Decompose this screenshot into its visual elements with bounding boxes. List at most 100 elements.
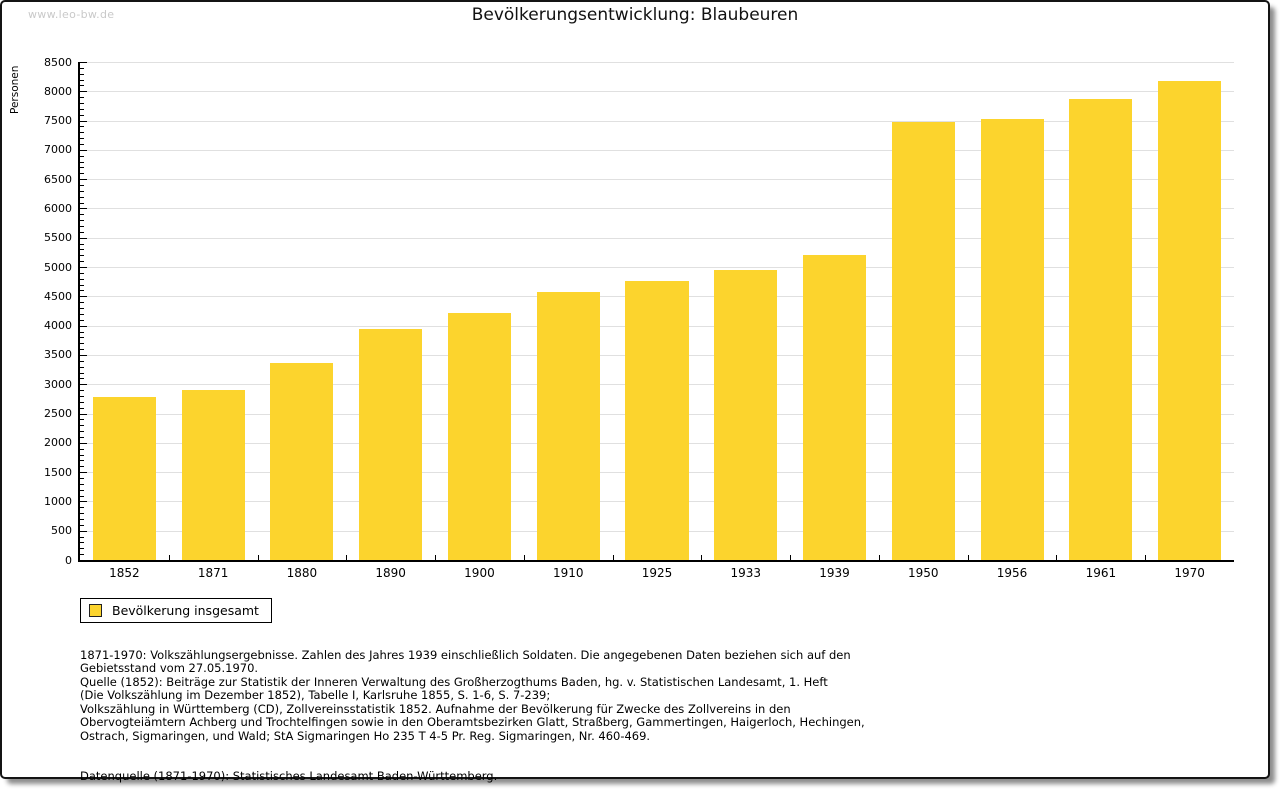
x-tick-label: 1910	[552, 566, 584, 580]
x-boundary-tick	[346, 555, 348, 560]
y-tick-label: 5000	[44, 260, 72, 274]
x-boundary-tick	[612, 555, 614, 560]
y-minor-tick	[80, 337, 84, 339]
y-minor-tick	[80, 313, 84, 315]
x-tick-label: 1970	[1174, 566, 1205, 580]
y-tick-label: 7000	[44, 143, 72, 157]
x-tick-label: 1933	[730, 566, 762, 580]
y-minor-tick	[80, 343, 84, 345]
x-boundary-tick	[257, 555, 259, 560]
y-minor-tick	[80, 290, 84, 292]
bar-1961	[1069, 98, 1133, 560]
y-tick-label: 2000	[44, 436, 72, 450]
gridline	[80, 91, 1234, 93]
y-minor-tick	[80, 454, 84, 456]
y-minor-tick	[80, 466, 84, 468]
y-minor-tick	[80, 425, 84, 427]
y-minor-tick	[80, 390, 84, 392]
y-minor-tick	[80, 226, 84, 228]
y-minor-tick	[80, 202, 84, 204]
y-minor-tick	[80, 308, 84, 310]
y-tick-label: 0	[65, 553, 72, 567]
y-minor-tick	[80, 524, 84, 526]
y-minor-tick	[80, 395, 84, 397]
y-tick-label: 6500	[44, 172, 72, 186]
chart-card: www.leo-bw.de Bevölkerungsentwicklung: B…	[0, 0, 1270, 782]
y-minor-tick	[80, 372, 84, 374]
y-minor-tick	[80, 542, 84, 544]
y-minor-tick	[80, 243, 84, 245]
y-minor-tick	[80, 144, 84, 146]
legend: Bevölkerung insgesamt	[80, 598, 272, 623]
footnote-data-source: Datenquelle (1871-1970): Statistisches L…	[80, 768, 498, 783]
x-tick-label: 1900	[464, 566, 495, 580]
y-minor-tick	[80, 97, 84, 99]
y-minor-tick	[80, 448, 84, 450]
y-minor-tick	[80, 419, 84, 421]
y-major-tick	[80, 62, 87, 63]
x-boundary-tick	[790, 555, 792, 560]
bar-1956	[980, 118, 1044, 560]
bar-1925	[625, 281, 689, 560]
y-tick-label: 8500	[44, 55, 72, 69]
y-minor-tick	[80, 231, 84, 233]
y-minor-tick	[80, 378, 84, 380]
y-major-tick	[80, 179, 87, 181]
y-minor-tick	[80, 518, 84, 520]
y-minor-tick	[80, 85, 84, 87]
y-tick-label: 7500	[44, 114, 72, 128]
x-tick-label: 1890	[375, 566, 406, 580]
y-minor-tick	[80, 185, 84, 187]
x-boundary-tick	[878, 555, 880, 560]
footnote-sources: 1871-1970: Volkszählungsergebnisse. Zahl…	[80, 647, 865, 743]
y-minor-tick	[80, 79, 84, 81]
y-major-tick	[80, 442, 87, 444]
y-minor-tick	[80, 536, 84, 538]
y-major-tick	[80, 413, 87, 415]
y-minor-tick	[80, 196, 84, 198]
x-boundary-tick	[168, 555, 170, 560]
y-major-tick	[80, 325, 87, 327]
y-minor-tick	[80, 513, 84, 515]
y-minor-tick	[80, 249, 84, 251]
y-minor-tick	[80, 477, 84, 479]
y-minor-tick	[80, 349, 84, 351]
footnote-block: 1871-1970: Volkszählungsergebnisse. Zahl…	[80, 635, 1210, 797]
y-minor-tick	[80, 190, 84, 192]
y-minor-tick	[80, 284, 84, 286]
x-boundary-tick	[435, 555, 437, 560]
x-boundary-tick	[1145, 555, 1147, 560]
y-minor-tick	[80, 360, 84, 362]
y-minor-tick	[80, 407, 84, 409]
y-minor-tick	[80, 554, 84, 556]
y-tick-label: 6000	[44, 201, 72, 215]
y-minor-tick	[80, 138, 84, 140]
bar-1890	[359, 329, 423, 560]
bar-1950	[891, 122, 955, 560]
legend-label: Bevölkerung insgesamt	[112, 603, 259, 618]
y-tick-label: 8000	[44, 84, 72, 98]
bar-1852	[92, 397, 156, 560]
y-minor-tick	[80, 167, 84, 169]
y-major-tick	[80, 91, 87, 93]
y-minor-tick	[80, 489, 84, 491]
gridline	[80, 149, 1234, 151]
x-boundary-tick	[1056, 555, 1058, 560]
y-minor-tick	[80, 331, 84, 333]
gridline	[80, 237, 1234, 239]
bar-1880	[270, 362, 334, 560]
x-boundary-tick	[523, 555, 525, 560]
x-boundary-tick	[967, 555, 969, 560]
y-minor-tick	[80, 220, 84, 222]
x-tick-label: 1939	[819, 566, 850, 580]
y-minor-tick	[80, 67, 84, 69]
y-major-tick	[80, 237, 87, 239]
watermark: www.leo-bw.de	[28, 8, 115, 21]
x-tick-label: 1961	[1085, 566, 1117, 580]
y-major-tick	[80, 208, 87, 210]
y-minor-tick	[80, 483, 84, 485]
bar-1910	[536, 292, 600, 560]
y-major-tick	[80, 354, 87, 356]
y-tick-label: 4000	[44, 319, 72, 333]
y-minor-tick	[80, 161, 84, 163]
